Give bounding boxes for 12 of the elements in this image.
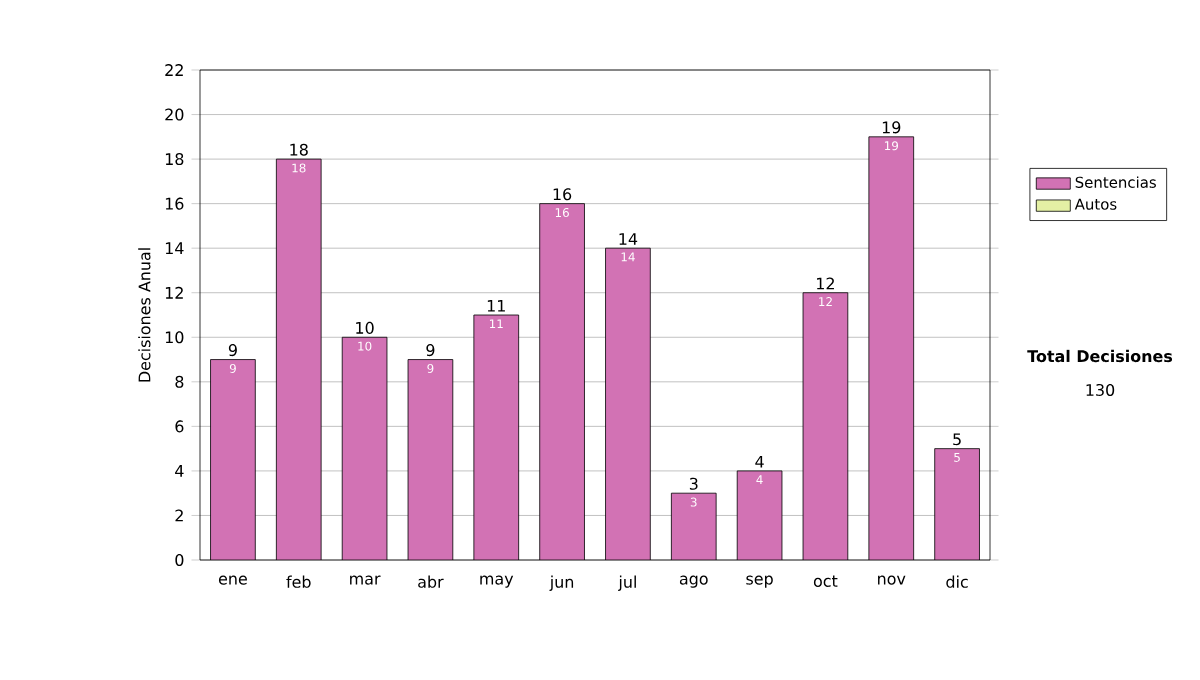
bar <box>803 292 848 560</box>
bar <box>210 359 256 560</box>
bar <box>671 493 717 560</box>
bar <box>276 159 322 560</box>
bar <box>342 337 387 560</box>
bar <box>408 359 453 560</box>
bar <box>934 448 980 560</box>
bar <box>473 315 519 560</box>
bar <box>868 136 914 560</box>
bar <box>737 470 782 560</box>
bar <box>539 203 585 560</box>
bar <box>605 248 651 560</box>
